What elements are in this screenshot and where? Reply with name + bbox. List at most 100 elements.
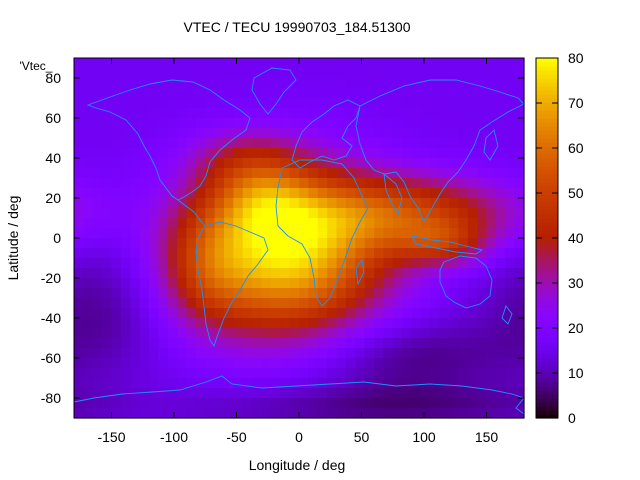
heatmap-cell <box>102 138 113 149</box>
heatmap-cell <box>111 228 122 239</box>
heatmap-cell <box>83 118 94 129</box>
heatmap-cell <box>74 78 84 89</box>
heatmap-cell <box>308 148 319 159</box>
heatmap-cell <box>364 168 375 179</box>
heatmap-cell <box>186 188 197 199</box>
colorbar-segment <box>536 266 558 271</box>
heatmap-cell <box>374 188 384 199</box>
heatmap-cell <box>158 88 169 99</box>
heatmap-cell <box>242 188 253 199</box>
heatmap-cell <box>374 328 384 339</box>
heatmap-cell <box>505 208 516 219</box>
heatmap-cell <box>158 218 169 229</box>
heatmap-cell <box>270 168 281 179</box>
colorbar-segment <box>536 130 558 135</box>
heatmap-cell <box>392 248 403 259</box>
heatmap-cell <box>439 388 450 399</box>
heatmap-cell <box>252 398 263 409</box>
heatmap-cell <box>383 68 394 79</box>
heatmap-cell <box>120 278 131 289</box>
heatmap-cell <box>139 168 150 179</box>
heatmap-cell <box>139 288 150 299</box>
heatmap-cell <box>505 128 516 139</box>
heatmap-cell <box>270 318 281 329</box>
heatmap-cell <box>364 108 375 119</box>
colorbar-segment <box>536 214 558 219</box>
heatmap-cell <box>402 148 413 159</box>
heatmap-cell <box>411 278 422 289</box>
coastline-indonesia <box>411 235 484 255</box>
heatmap-cell <box>420 298 431 309</box>
heatmap-cell <box>149 148 159 159</box>
heatmap-cell <box>383 338 394 349</box>
heatmap-cell <box>495 298 506 309</box>
heatmap-cell <box>392 238 403 249</box>
heatmap-cell <box>130 368 141 379</box>
heatmap-cell <box>374 128 384 139</box>
colorbar-segment <box>536 78 558 83</box>
heatmap-cell <box>102 388 113 399</box>
colorbar-segment <box>536 70 558 75</box>
heatmap-cell <box>233 278 244 289</box>
heatmap-cell <box>458 348 469 359</box>
heatmap-cell <box>411 58 422 69</box>
heatmap-cell <box>195 198 206 209</box>
heatmap-cell <box>195 388 206 399</box>
heatmap-cell <box>74 168 84 179</box>
y-tick-label: -80 <box>41 390 61 406</box>
heatmap-cell <box>233 248 244 259</box>
heatmap-cell <box>467 138 478 149</box>
heatmap-cell <box>467 268 478 279</box>
heatmap-cell <box>299 238 309 249</box>
heatmap-cell <box>505 378 516 389</box>
heatmap-cell <box>439 188 450 199</box>
heatmap-cell <box>420 168 431 179</box>
heatmap-cell <box>74 228 84 239</box>
heatmap-cell <box>214 258 225 269</box>
heatmap-cell <box>317 88 328 99</box>
heatmap-cell <box>158 408 169 419</box>
heatmap-cell <box>477 128 488 139</box>
heatmap-cell <box>149 98 159 109</box>
heatmap-cell <box>458 228 469 239</box>
heatmap-cell <box>83 258 94 269</box>
heatmap-cell <box>130 228 141 239</box>
heatmap-cell <box>83 98 94 109</box>
heatmap-cell <box>430 238 441 249</box>
heatmap-cell <box>449 198 459 209</box>
heatmap-cell <box>130 188 141 199</box>
heatmap-cell <box>355 188 366 199</box>
heatmap-cell <box>336 168 347 179</box>
colorbar-segment <box>536 178 558 183</box>
heatmap-cell <box>392 278 403 289</box>
heatmap-cell <box>120 238 131 249</box>
heatmap-cell <box>261 268 272 279</box>
heatmap-cell <box>167 408 178 419</box>
heatmap-cell <box>467 188 478 199</box>
heatmap-cell <box>495 308 506 319</box>
heatmap-cell <box>430 68 441 79</box>
heatmap-cell <box>317 148 328 159</box>
heatmap-cell <box>130 208 141 219</box>
heatmap-cell <box>317 58 328 69</box>
heatmap-cell <box>280 138 291 149</box>
colorbar-tick-label: 20 <box>568 320 584 336</box>
heatmap-cell <box>364 338 375 349</box>
heatmap-cell <box>430 258 441 269</box>
heatmap-cell <box>420 318 431 329</box>
colorbar-segment <box>536 250 558 255</box>
heatmap-cell <box>111 208 122 219</box>
heatmap-cell <box>336 78 347 89</box>
heatmap-cell <box>467 68 478 79</box>
heatmap-cell <box>458 398 469 409</box>
heatmap-cell <box>102 408 113 419</box>
heatmap-cell <box>195 58 206 69</box>
colorbar-segment <box>536 110 558 115</box>
heatmap-cell <box>486 378 497 389</box>
heatmap-cell <box>486 248 497 259</box>
heatmap-cell <box>149 208 159 219</box>
heatmap-cell <box>167 388 178 399</box>
colorbar-segment <box>536 350 558 355</box>
heatmap-cell <box>336 288 347 299</box>
heatmap-cell <box>299 288 309 299</box>
